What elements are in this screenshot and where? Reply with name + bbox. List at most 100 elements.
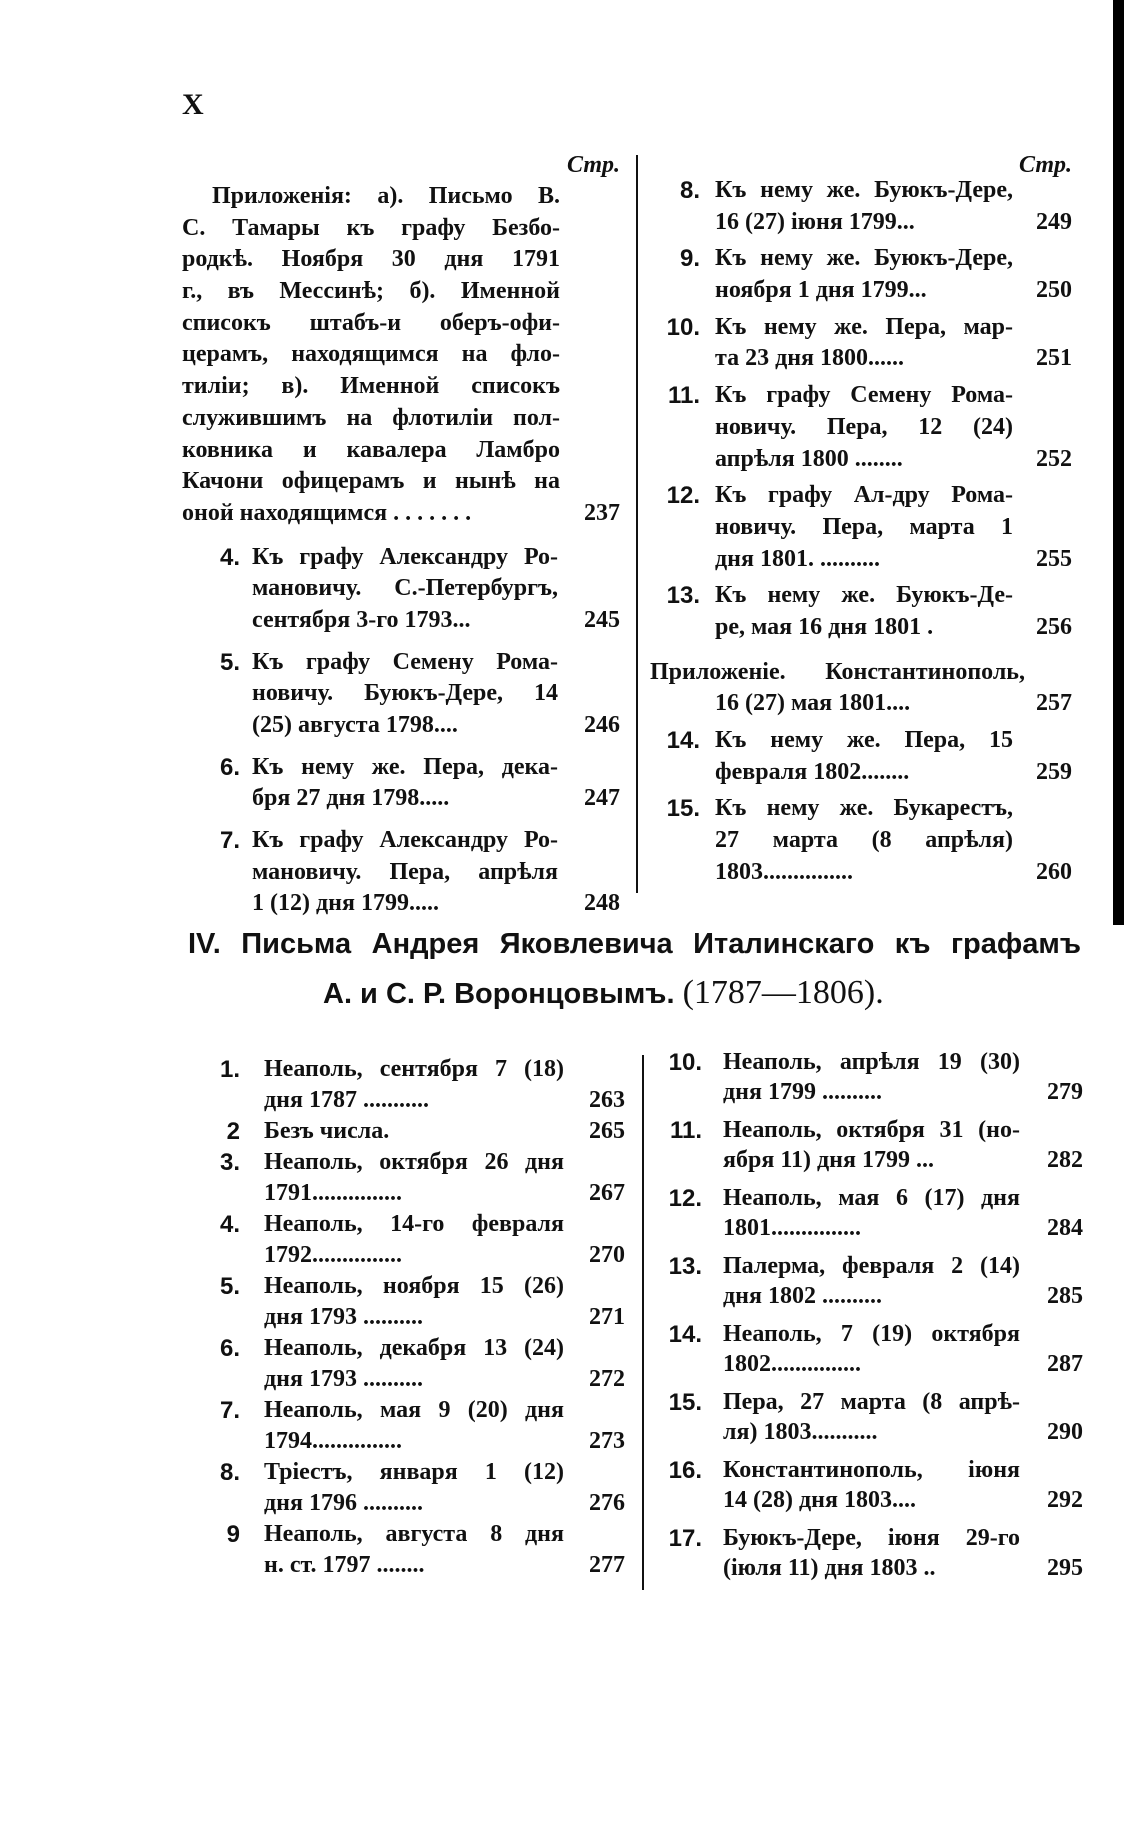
toc-entry[interactable]: 10. Неаполь, апрѣля 19 (30) дня 1799 .....… xyxy=(655,1048,1083,1107)
entry-line: Неаполь, апрѣля 19 (30) xyxy=(723,1049,1020,1075)
entry-page-number: 270 xyxy=(589,1242,625,1268)
toc-entry[interactable]: 12. Къ графу Ал-дру Рома-новичу. Пера, ма… xyxy=(650,480,1072,575)
entry-line: новичу. Пера, марта 1 xyxy=(715,513,1013,540)
entry-line: Къ нему же. Буюкъ-Де- xyxy=(715,582,1013,609)
toc-bottom-right-column: 10. Неаполь, апрѣля 19 (30) дня 1799 .....… xyxy=(655,1048,1083,1583)
entry-page-number: 295 xyxy=(1047,1554,1083,1581)
toc-entry[interactable]: 2 Безъ числа. 265 xyxy=(182,1116,625,1147)
toc-entry[interactable]: 17. Буюкъ-Дере, іюня 29-го (іюля 11) дня 1… xyxy=(655,1524,1083,1583)
entry-line: Неаполь, октября 31 (но- xyxy=(723,1117,1020,1143)
entry-page-number: 279 xyxy=(1047,1078,1083,1105)
toc-entry[interactable]: 7. Къ графу Александру Ро-мановичу. Пера,… xyxy=(182,825,620,920)
toc-entry[interactable]: 8. Къ нему же. Буюкъ-Дере, 16 (27) іюня 17… xyxy=(650,175,1072,238)
entry-line: 1 (12) дня 1799..... 248 xyxy=(252,888,620,920)
entry-line: родкѣ. Ноября 30 дня 1791 xyxy=(182,246,560,273)
entry-line: новичу. Пера, 12 (24) xyxy=(715,413,1013,440)
toc-entry[interactable]: 7. Неаполь, мая 9 (20) дня 1794...........… xyxy=(182,1395,625,1457)
entry-line: Къ нему же. Буюкъ-Дере, xyxy=(715,245,1013,272)
entry-line: мановичу. Пера, апрѣля xyxy=(252,858,558,885)
toc-entry[interactable]: 12. Неаполь, мая 6 (17) дня 1801..........… xyxy=(655,1184,1083,1243)
section-heading-addressees: А. и С. Р. Воронцовымъ. xyxy=(323,978,675,1010)
toc-entry[interactable]: 6. Неаполь, декабря 13 (24) дня 1793 .....… xyxy=(182,1333,625,1395)
toc-entry[interactable]: 5. Къ графу Семену Рома-новичу. Буюкъ-Дер… xyxy=(182,647,620,742)
entry-line: 16 (27) мая 1801.... 257 xyxy=(715,688,1072,720)
toc-entry[interactable]: 13. Къ нему же. Буюкъ-Де-ре, мая 16 дня 1… xyxy=(650,580,1072,643)
toc-appendix-entry[interactable]: Приложеніе. Константинополь, 16 (27) мая … xyxy=(650,657,1072,720)
entry-text: февраля 1802........ xyxy=(715,758,910,785)
entry-page-number: 282 xyxy=(1047,1146,1083,1173)
section-heading-line1: IV. Письма Андрея Яковлевича Италинскаго… xyxy=(188,928,1081,960)
toc-entry[interactable]: 15. Пера, 27 марта (8 апрѣ-ля) 1803......… xyxy=(655,1388,1083,1447)
entry-page-number: 277 xyxy=(589,1552,625,1578)
entry-number: 5. xyxy=(219,1273,240,1300)
entry-line: ре, мая 16 дня 1801 . 256 xyxy=(715,612,1072,644)
entry-page-number: 267 xyxy=(589,1180,625,1206)
entry-number: 2 xyxy=(226,1118,240,1145)
entry-line: Неаполь, ноября 15 (26) xyxy=(264,1273,564,1299)
entry-page-number: 292 xyxy=(1047,1486,1083,1513)
entry-line: Тріестъ, января 1 (12) xyxy=(264,1459,564,1485)
entry-page-number: 246 xyxy=(584,712,620,738)
toc-entry[interactable]: 13. Палерма, февраля 2 (14) дня 1802 .....… xyxy=(655,1252,1083,1311)
entry-line: та 23 дня 1800...... 251 xyxy=(715,343,1072,375)
toc-entry[interactable]: 3. Неаполь, октября 26 дня 1791...........… xyxy=(182,1147,625,1209)
entry-line: Пера, 27 марта (8 апрѣ- xyxy=(723,1389,1020,1415)
entry-text: Безъ числа. xyxy=(264,1118,390,1144)
toc-entry[interactable]: 4. Къ графу Александру Ро-мановичу. С.-Пе… xyxy=(182,542,620,637)
toc-entry[interactable]: 11. Къ графу Семену Рома-новичу. Пера, 12… xyxy=(650,380,1072,475)
entry-line: (25) августа 1798.... 246 xyxy=(252,710,620,742)
toc-entry[interactable]: 16. Константинополь, іюня 14 (28) дня 1803… xyxy=(655,1456,1083,1515)
entry-number: 14. xyxy=(666,727,700,754)
entry-line: ля) 1803........... 290 xyxy=(723,1418,1083,1448)
entry-number: 7. xyxy=(219,1397,240,1424)
entry-page-number: 250 xyxy=(1036,277,1072,304)
toc-entry[interactable]: 9. Къ нему же. Буюкъ-Дере, ноября 1 дня 17… xyxy=(650,243,1072,306)
toc-entry[interactable]: 15. Къ нему же. Букарестъ, 27 марта (8 апр… xyxy=(650,793,1072,888)
entry-number: 13. xyxy=(666,582,700,610)
entry-line: Неаполь, 7 (19) октября xyxy=(723,1321,1020,1347)
entry-line: дня 1793 .......... 271 xyxy=(264,1302,625,1333)
entry-line: Къ нему же. Пера, мар- xyxy=(715,313,1013,340)
entry-number: 6. xyxy=(219,753,240,781)
entry-line: ковника и кавалера Ламбро xyxy=(182,436,560,463)
entry-line: мановичу. С.-Петербургъ, xyxy=(252,575,558,602)
entry-text: дня 1801. .......... xyxy=(715,545,880,572)
toc-entry[interactable]: 4. Неаполь, 14-го февраля 1792............… xyxy=(182,1209,625,1271)
toc-entry[interactable]: 6. Къ нему же. Пера, дека-бря 27 дня 1798… xyxy=(182,752,620,815)
toc-entry[interactable]: 14. Къ нему же. Пера, 15 февраля 1802.....… xyxy=(650,725,1072,788)
entry-text: 16 (27) іюня 1799... xyxy=(715,208,915,235)
entry-line: дня 1802 .......... 285 xyxy=(723,1282,1083,1312)
toc-appendix-entry[interactable]: Приложенія: а). Письмо В. С. Тамары къ гр… xyxy=(182,181,620,530)
entry-page-number: 265 xyxy=(589,1118,625,1144)
entry-page-number: 285 xyxy=(1047,1282,1083,1309)
page-column-label: Стр. xyxy=(566,152,620,178)
entry-line: 1794............... 273 xyxy=(264,1426,625,1457)
entry-line: Къ графу Александру Ро- xyxy=(252,827,558,854)
toc-entry[interactable]: 10. Къ нему же. Пера, мар-та 23 дня 1800.… xyxy=(650,312,1072,375)
entry-line: новичу. Буюкъ-Дере, 14 xyxy=(252,680,558,707)
toc-entry[interactable]: 1. Неаполь, сентября 7 (18) дня 1787 .....… xyxy=(182,1054,625,1116)
entry-number: 5. xyxy=(219,648,240,676)
entry-page-number: 247 xyxy=(584,785,620,812)
entry-text: дня 1799 .......... xyxy=(723,1078,882,1105)
entry-text: апрѣля 1800 ........ xyxy=(715,445,903,472)
toc-entry[interactable]: 11. Неаполь, октября 31 (но-ября 11) дня … xyxy=(655,1116,1083,1175)
entry-line: ноября 1 дня 1799... 250 xyxy=(715,275,1072,307)
entry-page-number: 276 xyxy=(589,1490,625,1516)
entry-page-number: 249 xyxy=(1036,208,1072,235)
page-column-label: Стр. xyxy=(1018,152,1072,178)
toc-entry[interactable]: 8. Тріестъ, января 1 (12) дня 1796 .......… xyxy=(182,1457,625,1519)
entry-line: ября 11) дня 1799 ... 282 xyxy=(723,1146,1083,1176)
entry-text: дня 1802 .......... xyxy=(723,1282,882,1309)
entry-number: 10. xyxy=(666,313,700,341)
entry-number: 4. xyxy=(219,543,240,571)
toc-entry[interactable]: 5. Неаполь, ноября 15 (26) дня 1793 ......… xyxy=(182,1271,625,1333)
entry-text: 1791............... xyxy=(264,1180,402,1206)
entry-line: 1801............... 284 xyxy=(723,1214,1083,1244)
toc-entry[interactable]: 14. Неаполь, 7 (19) октября 1802..........… xyxy=(655,1320,1083,1379)
entry-line: Неаполь, 14-го февраля xyxy=(264,1211,564,1237)
toc-entry[interactable]: 9 Неаполь, августа 8 дня н. ст. 1797 .....… xyxy=(182,1519,625,1581)
entry-page-number: 256 xyxy=(1036,613,1072,640)
entry-page-number: 255 xyxy=(1036,545,1072,572)
entry-line: Неаполь, мая 6 (17) дня xyxy=(723,1185,1020,1211)
